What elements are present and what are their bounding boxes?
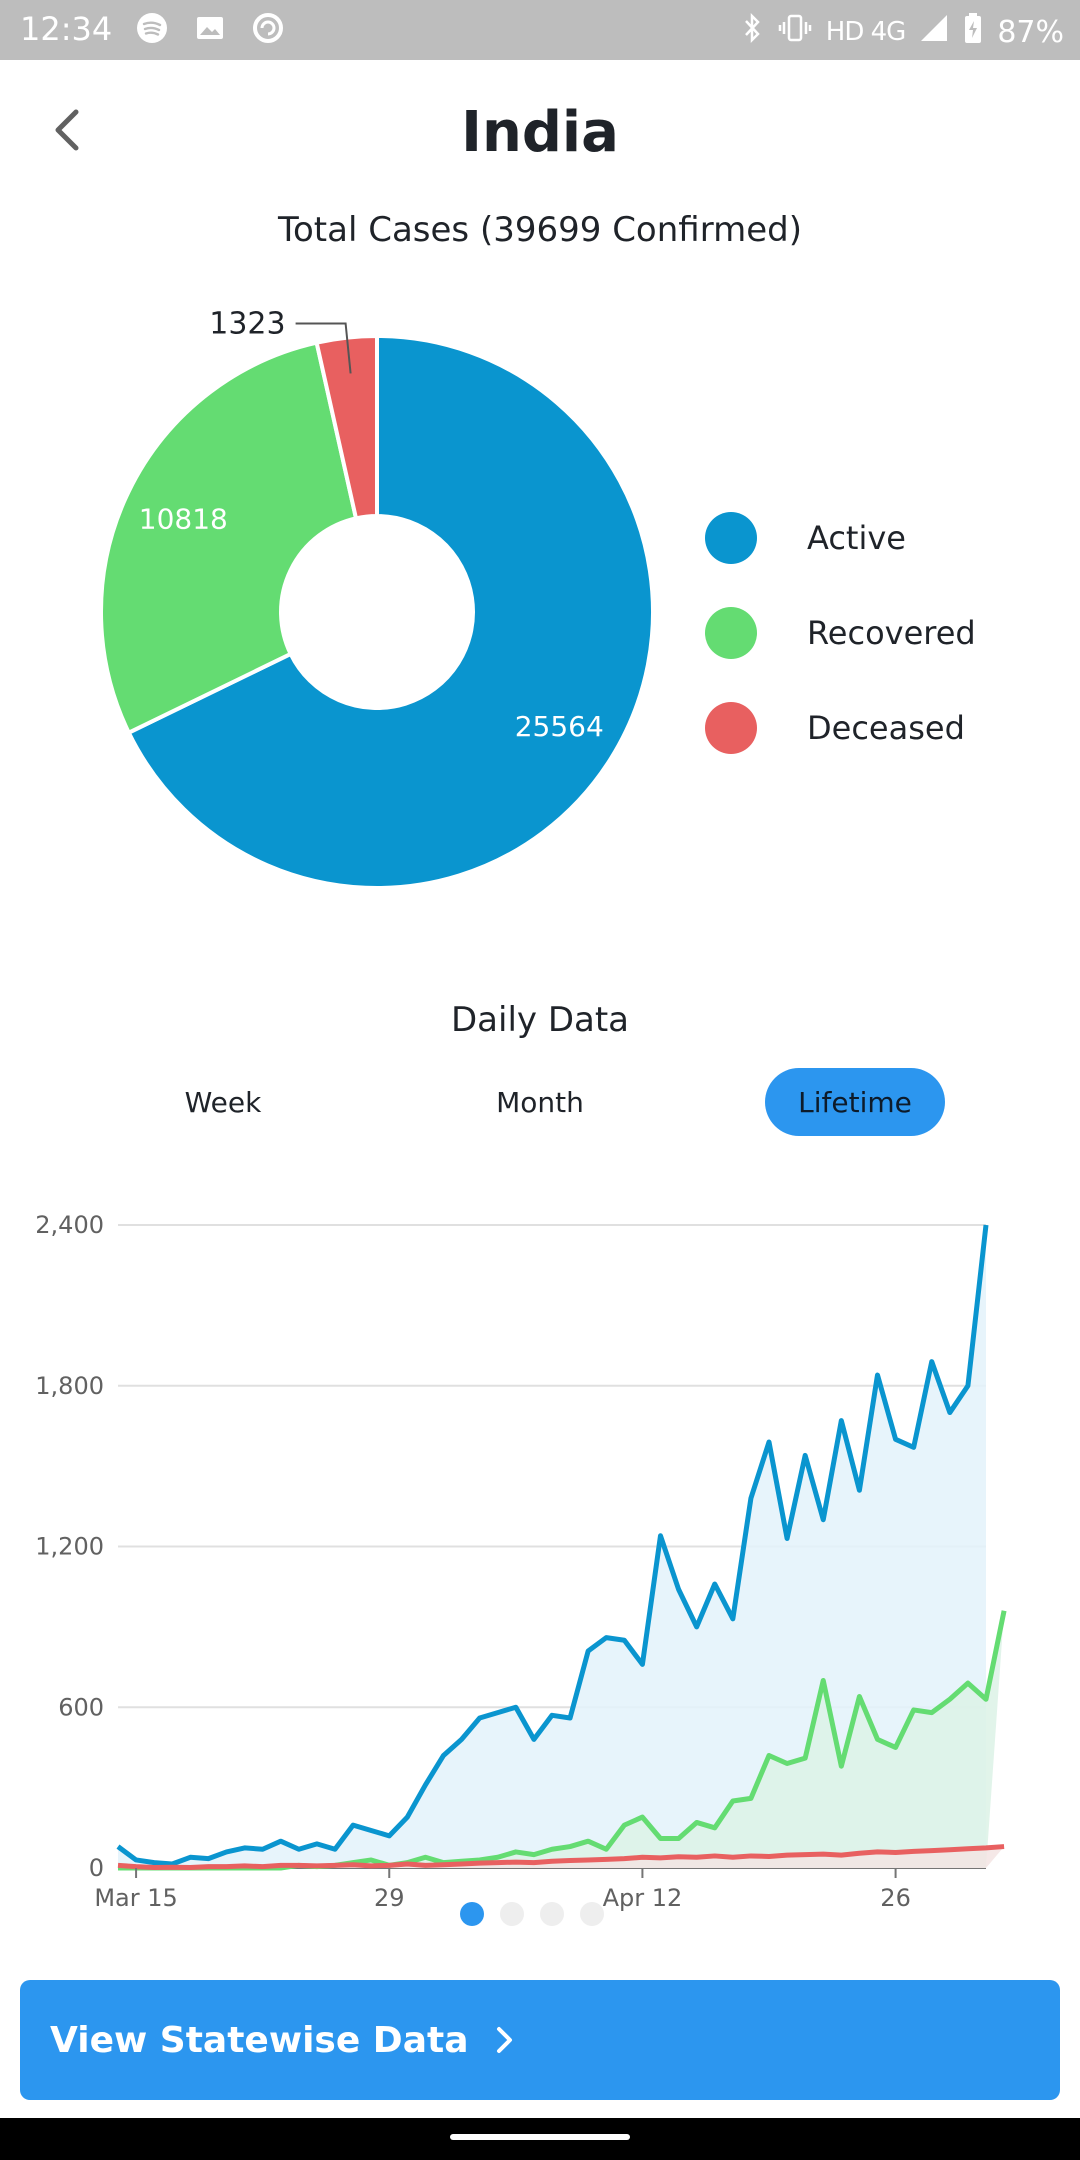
daily-area-chart: 0 600 1,200 1,800 2,400 Mar 15 29 Apr 12 26: [0, 1200, 1080, 1920]
area-fill-deceased: [118, 1846, 1005, 1868]
status-right: HD 4G 87%: [742, 12, 1064, 52]
view-statewise-button[interactable]: View Statewise Data: [20, 1980, 1060, 2100]
y-tick-label: 0: [89, 1854, 104, 1882]
x-tick-label: 26: [880, 1884, 911, 1912]
y-tick-label: 1,200: [35, 1533, 104, 1561]
tab-week[interactable]: Week: [184, 1085, 262, 1119]
status-time: 12:34: [20, 10, 113, 48]
chevron-left-icon: [55, 109, 79, 151]
series-line-deceased: [117, 1844, 1005, 1870]
donut-legend: Active Recovered Deceased: [705, 490, 976, 775]
donut-slice-deceased: [314, 333, 379, 521]
image-icon: [192, 10, 228, 46]
x-tick-label: 29: [374, 1884, 405, 1912]
donut-svg: 25564 10818 1323: [99, 306, 655, 890]
header: India: [0, 60, 1080, 210]
system-nav-bar: [0, 2118, 1080, 2160]
area-fill-active: [118, 1225, 986, 1868]
view-statewise-label: View Statewise Data: [50, 2019, 469, 2061]
x-tick-label: Apr 12: [603, 1884, 683, 1912]
legend-dot-recovered: [705, 606, 757, 659]
bluetooth-icon: [742, 12, 764, 52]
home-handle[interactable]: [450, 2134, 630, 2140]
chevron-right-icon: [497, 2027, 513, 2053]
back-button[interactable]: [42, 100, 102, 160]
network-type: HD 4G: [825, 17, 907, 47]
range-tabs: Week Month Lifetime: [0, 1068, 1080, 1136]
total-cases-label: Total Cases (39699 Confirmed): [278, 210, 802, 250]
legend-item-deceased: Deceased: [705, 680, 976, 775]
sync-icon: [250, 10, 286, 46]
tab-month[interactable]: Month: [496, 1085, 584, 1119]
donut-leader-line: [295, 322, 352, 374]
page-dot-1[interactable]: [460, 1902, 484, 1926]
page-dot-2[interactable]: [500, 1902, 524, 1926]
legend-item-active: Active: [705, 490, 976, 585]
daily-data-title: Daily Data: [450, 1000, 630, 1040]
y-tick-label: 2,400: [35, 1211, 104, 1239]
tab-lifetime[interactable]: Lifetime: [765, 1068, 945, 1136]
area-chart-svg: 0 600 1,200 1,800 2,400 Mar 15 29 Apr 12 26: [35, 1211, 1007, 1912]
legend-label-active: Active: [807, 518, 906, 557]
vibrate-icon: [778, 13, 812, 51]
cases-donut-chart: 25564 10818 1323: [80, 290, 680, 930]
donut-label-active: 25564: [515, 710, 604, 743]
page-indicator: [460, 1902, 604, 1926]
legend-label-recovered: Recovered: [807, 613, 976, 652]
page-dot-4[interactable]: [580, 1902, 604, 1926]
status-left-icons: [134, 10, 286, 46]
area-fill-recovered: [118, 1610, 1005, 1868]
legend-dot-active: [705, 511, 757, 564]
battery-level: 87%: [997, 14, 1064, 50]
series-line-active: [116, 1224, 989, 1867]
x-tick-label: Mar 15: [94, 1884, 177, 1912]
y-tick-label: 600: [58, 1693, 104, 1721]
page-dot-3[interactable]: [540, 1902, 564, 1926]
page-title: India: [461, 100, 619, 165]
signal-icon: [919, 13, 949, 51]
donut-label-deceased: 1323: [209, 306, 285, 341]
status-bar: 12:34 HD 4G 87%: [0, 0, 1080, 60]
spotify-icon: [134, 10, 170, 46]
y-tick-label: 1,800: [35, 1372, 104, 1400]
donut-slice-active: [126, 333, 655, 890]
legend-dot-deceased: [705, 701, 757, 754]
donut-label-recovered: 10818: [139, 503, 228, 536]
battery-icon: [963, 12, 983, 52]
donut-slice-recovered: [99, 340, 359, 736]
legend-label-deceased: Deceased: [807, 708, 965, 747]
legend-item-recovered: Recovered: [705, 585, 976, 680]
